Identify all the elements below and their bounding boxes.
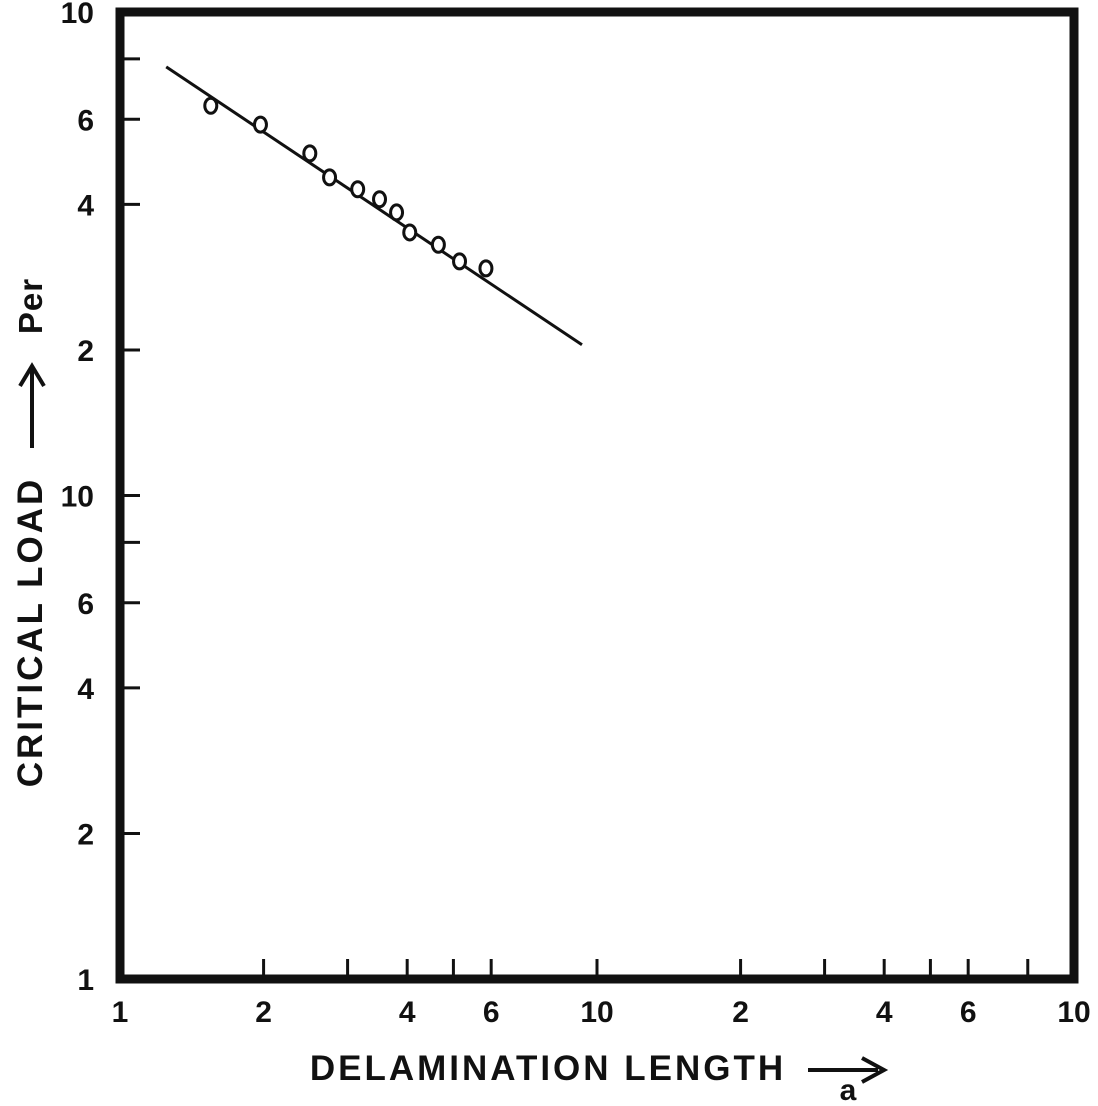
y-tick-label-5: 2 — [77, 335, 94, 368]
fit-line — [165, 65, 583, 347]
data-point-2 — [302, 144, 318, 163]
data-point-3 — [322, 168, 338, 187]
data-point-7 — [402, 223, 418, 242]
x-tick-label-0: 1 — [112, 996, 129, 1029]
y-tick-label-2: 4 — [77, 673, 94, 706]
data-point-9 — [452, 252, 468, 271]
x-axis-arrowhead — [861, 1056, 889, 1084]
x-tick-label-4: 10 — [580, 996, 613, 1029]
x-tick-label-8: 10 — [1057, 996, 1090, 1029]
x-tick-label-3: 6 — [483, 996, 500, 1029]
y-axis-arrowhead — [18, 362, 46, 388]
x-tick-label-6: 4 — [876, 996, 893, 1029]
data-point-10 — [478, 259, 494, 278]
data-point-5 — [372, 190, 388, 209]
data-point-8 — [430, 235, 446, 254]
x-tick-label-1: 2 — [255, 996, 272, 1029]
data-point-4 — [350, 180, 366, 199]
plot-frame — [115, 7, 1079, 984]
y-tick-label-3: 6 — [77, 588, 94, 621]
data-point-6 — [389, 203, 405, 222]
y-tick-label-7: 6 — [77, 104, 94, 137]
y-axis-label: CRITICAL LOAD — [11, 477, 50, 788]
x-tick-label-2: 4 — [399, 996, 416, 1029]
x-axis-symbol: a — [840, 1074, 857, 1106]
y-axis-symbol: Per — [12, 278, 49, 334]
y-tick-label-0: 1 — [77, 964, 94, 997]
y-tick-label-6: 4 — [77, 189, 94, 222]
ticks-layer — [120, 57, 1030, 979]
tick-labels-layer: 1 2 4 6 10 2 4 6 10 1 2 4 6 10 2 4 6 10 — [61, 0, 1091, 1029]
x-tick-label-7: 6 — [960, 996, 977, 1029]
x-tick-label-5: 2 — [732, 996, 749, 1029]
data-point-0 — [203, 96, 219, 115]
series-layer — [165, 65, 583, 347]
data-point-1 — [252, 115, 268, 134]
y-tick-label-4: 10 — [61, 481, 94, 514]
y-tick-label-8: 10 — [61, 0, 94, 30]
x-axis-label: DELAMINATION LENGTH — [310, 1049, 786, 1088]
y-tick-label-1: 2 — [77, 818, 94, 851]
